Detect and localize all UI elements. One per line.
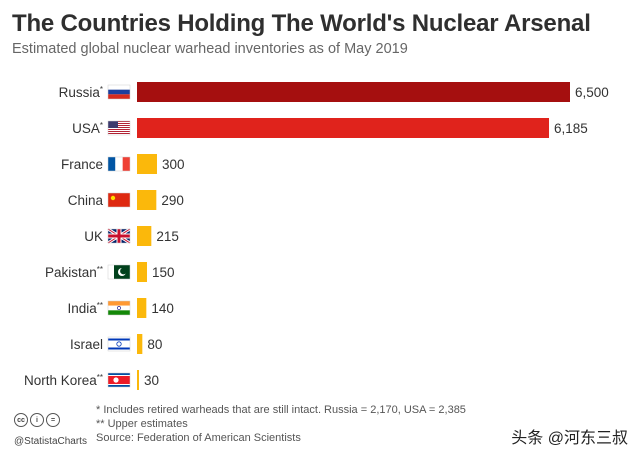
- statista-brand: @StatistaCharts: [14, 436, 87, 447]
- israel-flag-icon: [107, 336, 131, 352]
- footnotes: * Includes retired warheads that are sti…: [96, 403, 466, 445]
- bar-row-usa: USA* 6,185: [72, 118, 588, 138]
- value-label-india: 140: [151, 301, 174, 316]
- bar-uk: [137, 226, 152, 246]
- bar-india: [137, 298, 147, 318]
- category-label-china: China: [68, 193, 104, 208]
- china-flag-icon: [107, 192, 131, 208]
- bar-row-pakistan: Pakistan** 150: [45, 262, 175, 282]
- bar-france: [137, 154, 157, 174]
- cc-icon: cc: [14, 413, 28, 427]
- value-label-uk: 215: [156, 229, 179, 244]
- russia-flag-icon: [107, 84, 131, 100]
- bar-row-north-korea: North Korea** 30: [24, 370, 159, 390]
- value-label-china: 290: [161, 193, 184, 208]
- category-label-north-korea: North Korea**: [24, 373, 103, 388]
- pakistan-flag-icon: [107, 264, 131, 280]
- chart-subtitle: Estimated global nuclear warhead invento…: [12, 41, 408, 57]
- watermark: 头条 @河东三叔: [511, 430, 628, 447]
- bar-chart: Russia* 6,500 USA* 6,185 France 300 China 290 UK…: [24, 82, 609, 390]
- value-label-france: 300: [162, 157, 185, 172]
- footnote-retired: * Includes retired warheads that are sti…: [96, 404, 466, 416]
- category-label-israel: Israel: [70, 337, 103, 352]
- bar-row-russia: Russia* 6,500: [59, 82, 609, 102]
- category-label-uk: UK: [84, 229, 103, 244]
- bar-row-uk: UK 215: [84, 226, 179, 246]
- cc-license-badges: cc i =: [14, 413, 60, 427]
- bar-pakistan: [137, 262, 147, 282]
- value-label-israel: 80: [147, 337, 162, 352]
- france-flag-icon: [107, 156, 131, 172]
- category-label-india: India**: [67, 301, 103, 316]
- value-label-north-korea: 30: [144, 373, 159, 388]
- footnote-upper-estimates: ** Upper estimates: [96, 418, 188, 430]
- value-label-russia: 6,500: [575, 85, 609, 100]
- category-label-usa: USA*: [72, 121, 103, 136]
- bar-usa: [137, 118, 550, 138]
- attribution-icon: i: [30, 413, 44, 427]
- category-label-pakistan: Pakistan**: [45, 265, 103, 280]
- uk-flag-icon: [107, 227, 131, 245]
- bar-russia: [137, 82, 570, 102]
- source-note: Source: Federation of American Scientist…: [96, 432, 301, 444]
- bar-china: [137, 190, 157, 210]
- bar-row-france: France 300: [61, 154, 185, 174]
- bar-north-korea: [137, 370, 139, 390]
- no-derivatives-icon: =: [46, 413, 60, 427]
- category-label-russia: Russia*: [59, 85, 103, 100]
- bar-row-israel: Israel 80: [70, 334, 162, 354]
- value-label-pakistan: 150: [152, 265, 175, 280]
- north-korea-flag-icon: [107, 372, 131, 388]
- chart-title: The Countries Holding The World's Nuclea…: [12, 10, 591, 37]
- category-label-france: France: [61, 157, 103, 172]
- value-label-usa: 6,185: [554, 121, 588, 136]
- bar-row-china: China 290: [68, 190, 184, 210]
- bar-row-india: India** 140: [67, 298, 174, 318]
- india-flag-icon: [107, 300, 131, 316]
- usa-flag-icon: [107, 120, 131, 136]
- bar-israel: [137, 334, 143, 354]
